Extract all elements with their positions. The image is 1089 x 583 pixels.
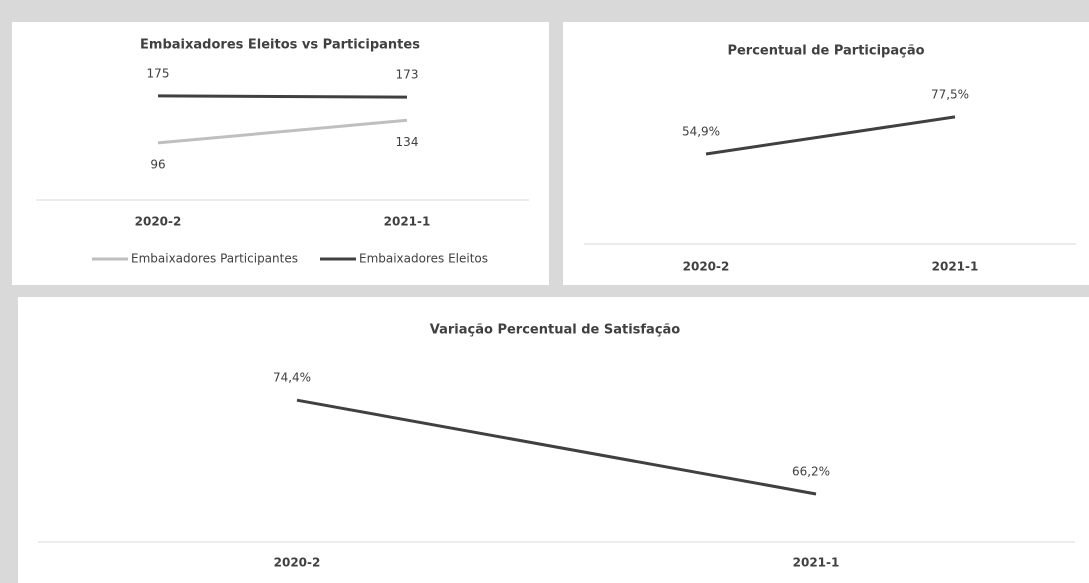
data-label: 173 [396,68,419,82]
chart-title: Embaixadores Eleitos vs Participantes [140,38,420,53]
x-tick-label: 2020-2 [135,215,182,229]
legend-label: Embaixadores Eleitos [359,252,488,266]
x-tick-label: 2021-1 [793,556,840,570]
line [705,115,956,156]
data-label: 77,5% [931,87,969,101]
data-label: 66,2% [792,464,830,478]
line [296,398,817,496]
data-label: 54,9% [682,124,720,138]
x-tick-label: 2021-1 [932,260,979,274]
x-tick-label: 2021-1 [384,215,431,229]
x-tick-label: 2020-2 [274,556,321,570]
chart-title: Variação Percentual de Satisfação [430,323,681,338]
data-label: 96 [150,157,165,171]
panel [12,22,549,285]
panel [563,22,1089,285]
panel [18,297,1089,583]
line [157,118,408,145]
chart-title: Percentual de Participação [727,44,924,59]
data-label: 74,4% [273,371,311,385]
legend-label: Embaixadores Participantes [131,252,298,266]
data-label: 134 [396,135,419,149]
x-tick-label: 2020-2 [683,260,730,274]
line [157,94,408,99]
data-label: 175 [147,66,170,80]
